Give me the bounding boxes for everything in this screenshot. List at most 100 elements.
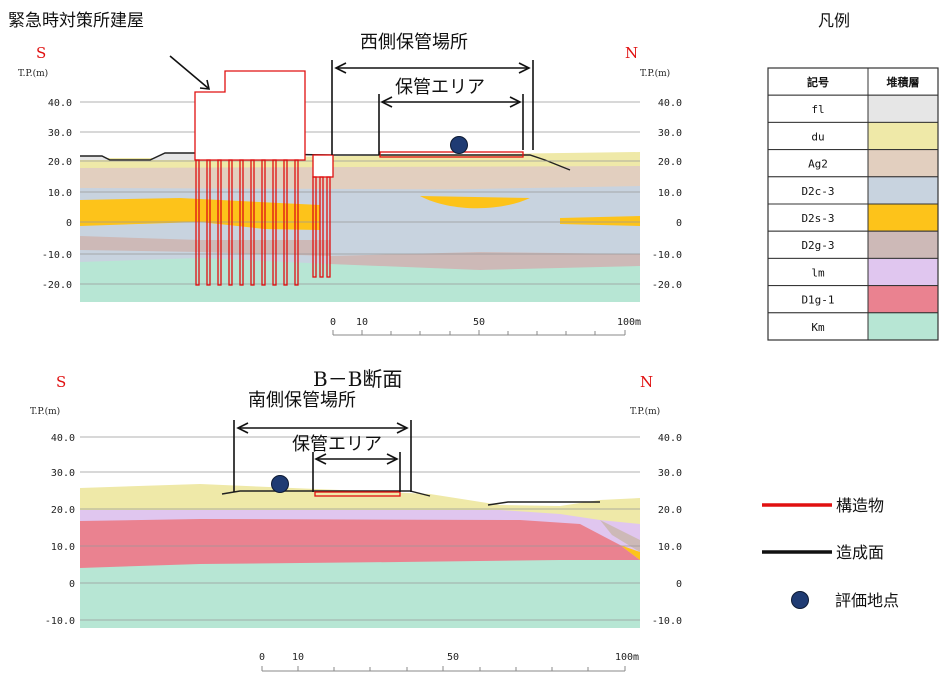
elev-label: 10.0 — [658, 542, 682, 553]
elev-label: 0 — [676, 218, 682, 229]
elev-label: 20.0 — [658, 157, 682, 168]
scale-label: 0 — [259, 652, 265, 663]
legend-layer-code: D2g-3 — [801, 239, 834, 252]
section-a-elevation-labels-left: 40.0 30.0 20.0 10.0 0 -10.0 -20.0 — [42, 98, 72, 291]
legend-surface-label: 造成面 — [836, 543, 884, 562]
section-a-area-label: 保管エリア — [395, 77, 485, 98]
legend-color-swatch — [867, 203, 939, 232]
legend-point-swatch — [791, 591, 809, 609]
legend-code-cell — [767, 121, 869, 151]
scale-label: 10 — [356, 317, 368, 328]
elev-label: 10.0 — [48, 188, 72, 199]
legend-code-cell — [767, 230, 869, 259]
section-a-dimension-lines — [169, 55, 534, 155]
elev-label: 30.0 — [658, 128, 682, 139]
scale-label: 10 — [292, 652, 304, 663]
section-a-strata — [80, 152, 640, 302]
legend-color-swatch — [867, 230, 939, 259]
elev-label: -20.0 — [652, 280, 682, 291]
section-a-elevation-labels-right: 40.0 30.0 20.0 10.0 0 -10.0 -20.0 — [652, 98, 682, 291]
section-b-ground-surface — [221, 490, 431, 497]
section-b-scale-bar: 0 10 50 100m — [259, 652, 639, 672]
elev-label: -10.0 — [45, 616, 75, 627]
legend-title: 凡例 — [818, 11, 850, 30]
legend-layer-code: lm — [811, 266, 825, 279]
section-b-title: B－B断面 — [313, 367, 402, 391]
section-b-dimension-lines — [233, 420, 412, 492]
legend-color-swatch — [867, 149, 939, 178]
section-a-building-structure — [194, 70, 524, 286]
section-b-tp-left: T.P.(m) — [30, 406, 60, 417]
scale-label: 0 — [330, 317, 336, 328]
legend-color-swatch — [867, 121, 939, 151]
section-b: B－B断面 南側保管場所 保管エリア S N T.P.(m) T.P.(m) 4… — [30, 367, 682, 672]
elev-label: 0 — [676, 579, 682, 590]
elev-label: -10.0 — [652, 616, 682, 627]
legend-code-cell — [767, 285, 869, 314]
elev-label: 40.0 — [51, 433, 75, 444]
section-a-tp-right: T.P.(m) — [640, 68, 670, 79]
section-b-strata — [80, 484, 640, 628]
legend-code-cell — [767, 312, 869, 341]
legend-layer-code: du — [811, 130, 824, 143]
legend-color-swatch — [867, 94, 939, 123]
legend-table-border — [767, 67, 939, 341]
legend-header-layer: 堆積層 — [887, 75, 920, 89]
section-b-north-label: N — [640, 373, 653, 391]
legend-layer-code: Km — [811, 321, 825, 334]
section-b-south-label: S — [56, 373, 66, 391]
section-b-storage-structure — [314, 491, 401, 497]
elev-label: 0 — [69, 579, 75, 590]
scale-label: 100m — [617, 317, 641, 328]
section-b-elevation-labels-left: 40.0 30.0 20.0 10.0 0 -10.0 — [45, 433, 75, 627]
elev-label: -20.0 — [42, 280, 72, 291]
section-a-south-label: S — [36, 44, 46, 62]
section-b-ground-surface-right — [487, 501, 600, 506]
legend-layer-code: Ag2 — [808, 158, 828, 171]
legend: 凡例 記号 堆積層flduAg2D2c-3D2s-3D2g-3lmD1g-1Km … — [762, 11, 939, 610]
legend-color-swatch — [867, 312, 939, 341]
legend-structure-label: 構造物 — [836, 496, 884, 515]
legend-code-cell — [767, 203, 869, 232]
elev-label: -10.0 — [42, 250, 72, 261]
elev-label: 30.0 — [48, 128, 72, 139]
section-b-elevation-labels-right: 40.0 30.0 20.0 10.0 0 -10.0 — [652, 433, 682, 627]
elev-label: 30.0 — [658, 468, 682, 479]
building-label: 緊急時対策所建屋 — [8, 11, 144, 31]
section-b-gridlines — [80, 436, 640, 621]
elev-label: 10.0 — [51, 542, 75, 553]
section-b-area-label: 保管エリア — [292, 434, 382, 455]
elev-label: 40.0 — [48, 98, 72, 109]
legend-layer-code: D2s-3 — [801, 212, 834, 225]
elev-label: 30.0 — [51, 468, 75, 479]
scale-label: 50 — [447, 652, 459, 663]
legend-color-swatch — [867, 257, 939, 287]
section-a-gridlines — [80, 101, 640, 285]
elev-label: 20.0 — [51, 505, 75, 516]
section-a-scale-bar: 0 10 50 100m — [330, 317, 641, 336]
elev-label: 40.0 — [658, 98, 682, 109]
section-a-storage-label: 西側保管場所 — [360, 32, 468, 53]
elev-label: 0 — [66, 218, 72, 229]
legend-layer-code: fl — [811, 103, 824, 116]
scale-label: 50 — [473, 317, 485, 328]
scale-label: 100m — [615, 652, 639, 663]
legend-header-symbol: 記号 — [807, 75, 829, 89]
section-b-evaluation-point — [271, 475, 289, 493]
elev-label: -10.0 — [652, 250, 682, 261]
section-a-evaluation-point — [450, 136, 468, 154]
elev-label: 20.0 — [658, 505, 682, 516]
legend-table: 記号 堆積層 fl du Ag2 D2c-3 D2s-3 D2g-3 lm D1g-1 Km — [767, 67, 939, 341]
section-a: 緊急時対策所建屋 西側保管場所 保管エリア S N T.P.(m) T.P.(m… — [8, 11, 682, 336]
legend-point-label: 評価地点 — [835, 591, 899, 610]
section-b-storage-label: 南側保管場所 — [248, 390, 356, 411]
elev-label: 40.0 — [658, 433, 682, 444]
legend-layer-code: D2c-3 — [801, 185, 834, 198]
section-b-tp-right: T.P.(m) — [630, 406, 660, 417]
legend-color-swatch — [867, 285, 939, 314]
section-a-tp-left: T.P.(m) — [18, 68, 48, 79]
elev-label: 20.0 — [48, 157, 72, 168]
section-a-north-label: N — [625, 44, 638, 62]
section-a-storage-structure — [379, 151, 524, 158]
